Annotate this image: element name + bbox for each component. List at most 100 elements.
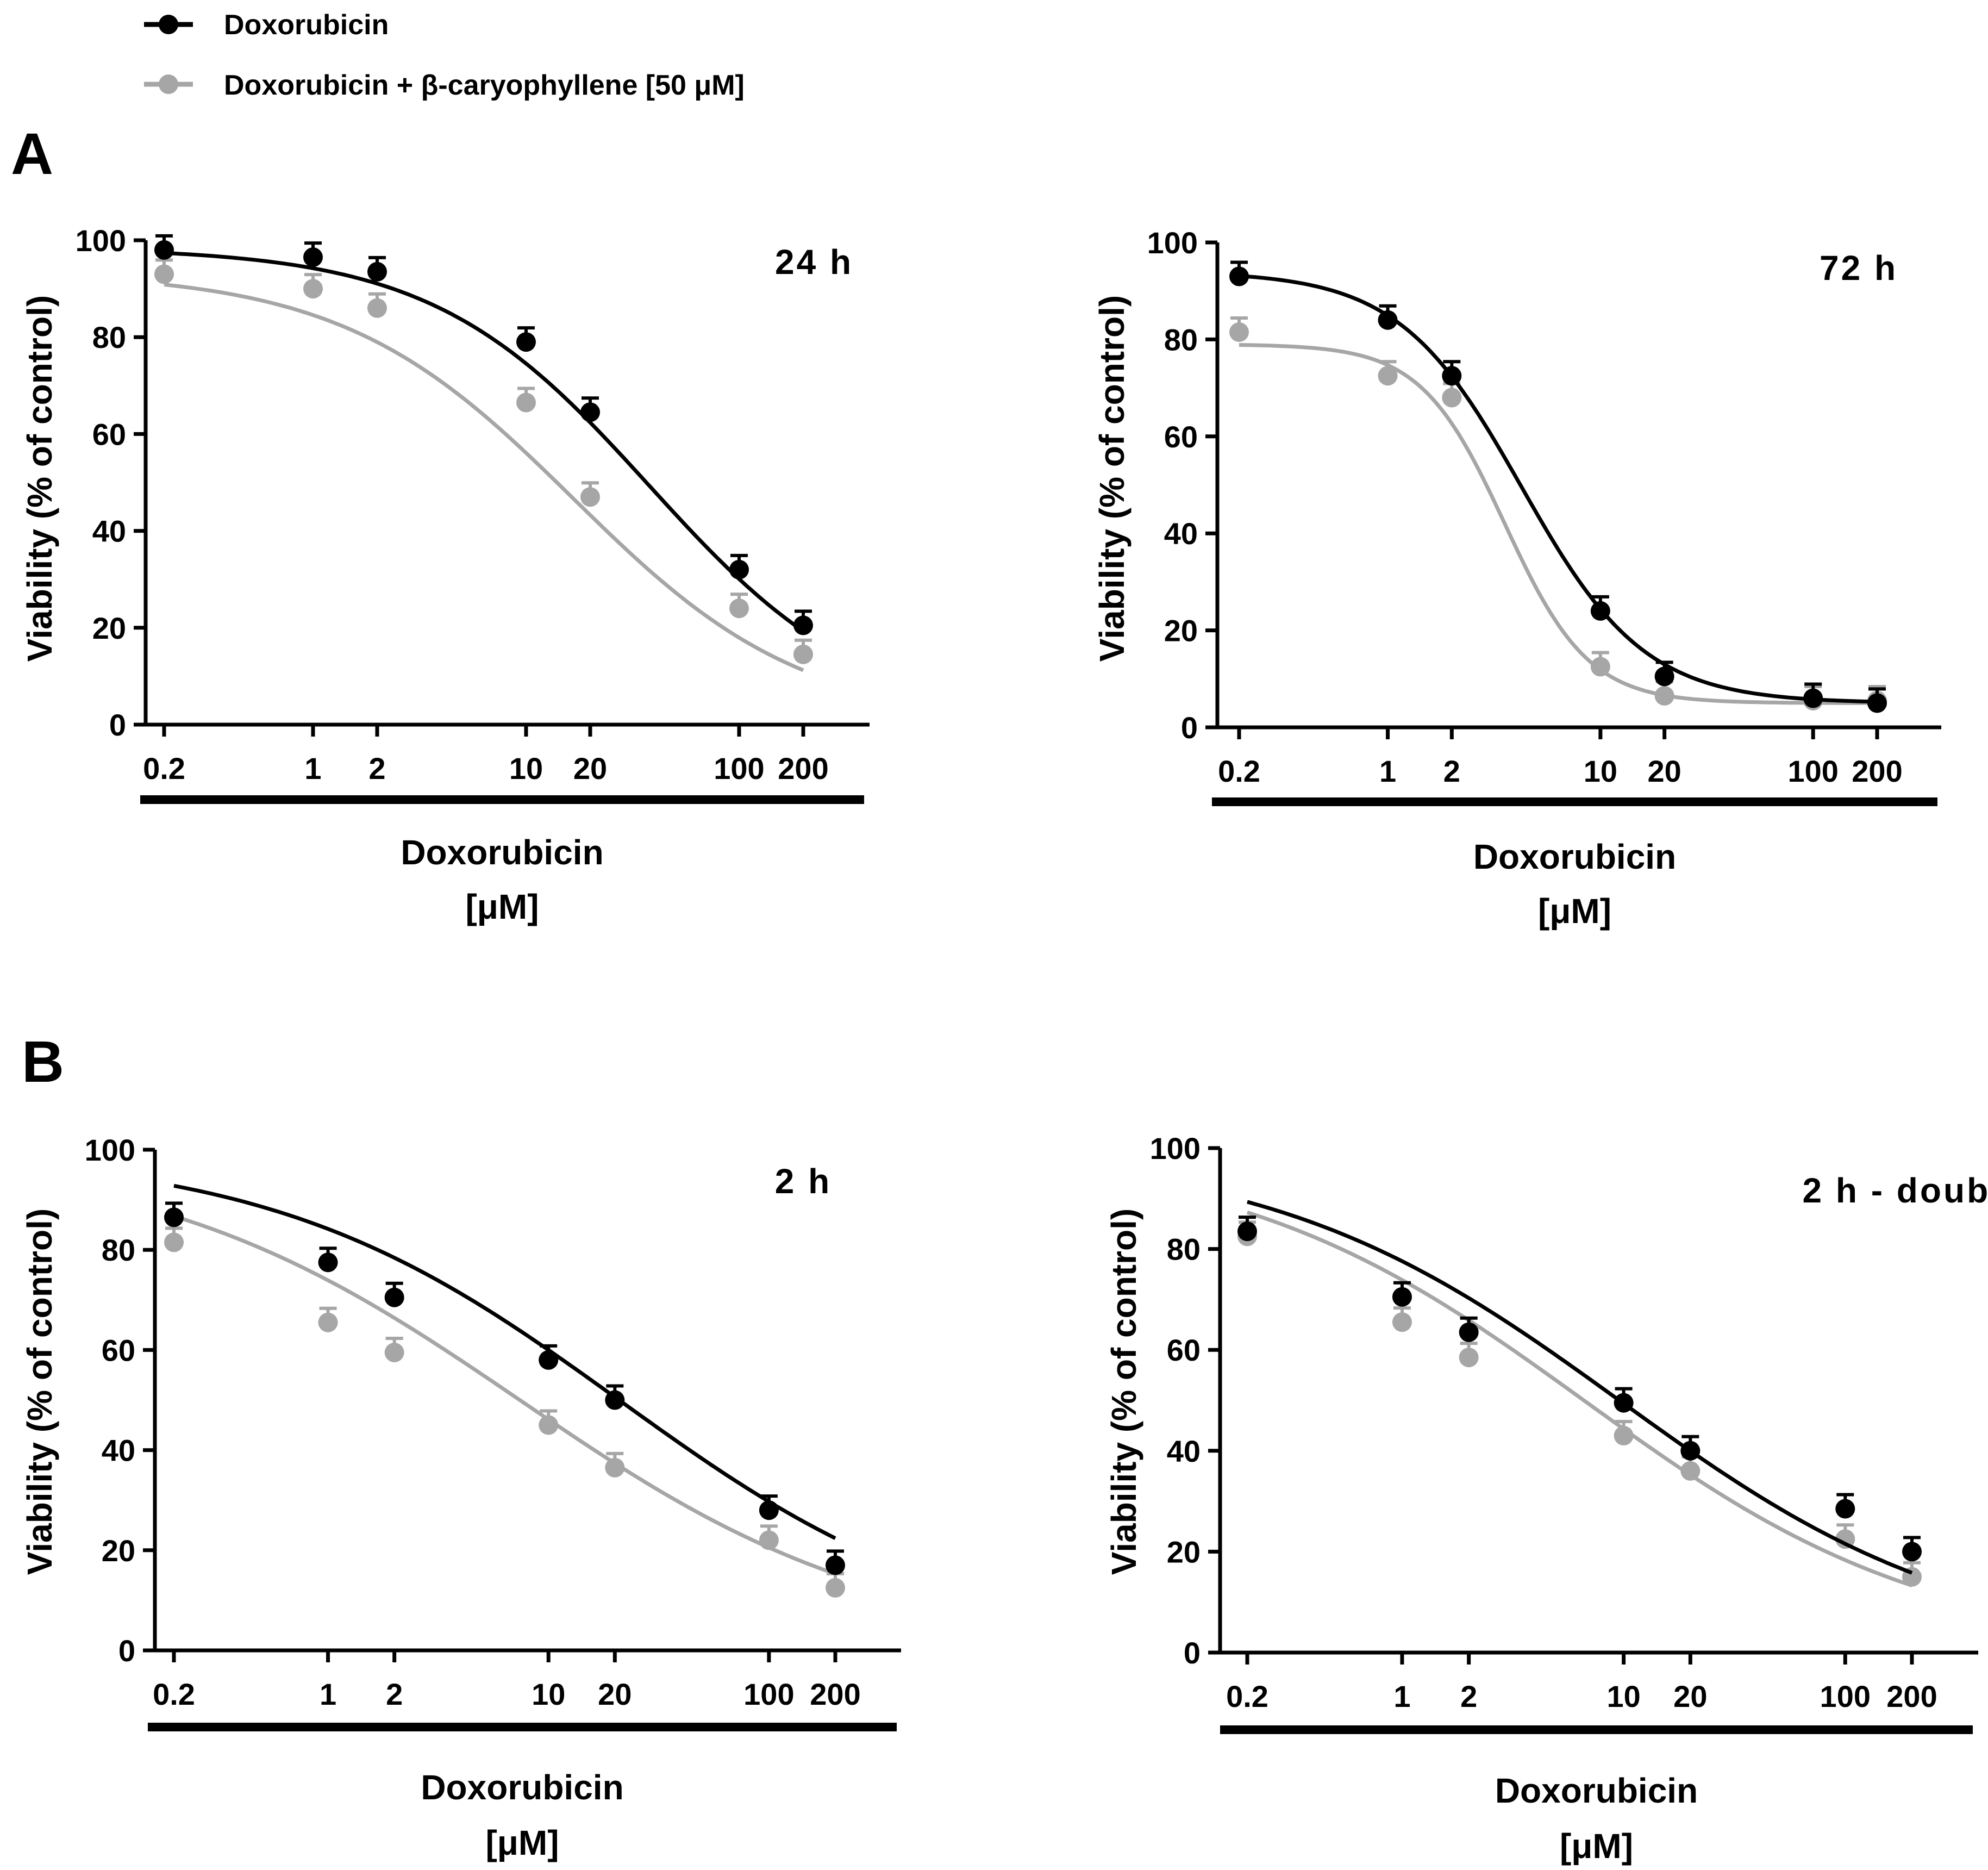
x-tick-label: 200 bbox=[778, 751, 828, 786]
data-point bbox=[1442, 388, 1462, 408]
data-point bbox=[164, 1207, 184, 1227]
y-axis-label: Viability (% of control) bbox=[1104, 1208, 1143, 1575]
data-point bbox=[1614, 1393, 1634, 1413]
x-axis-label: Doxorubicin bbox=[401, 833, 603, 872]
legend: Doxorubicin Doxorubicin + β-caryophyllen… bbox=[144, 9, 745, 101]
x-tick-label: 10 bbox=[509, 751, 543, 786]
x-tick-label: 0.2 bbox=[1226, 1679, 1268, 1713]
legend-label-combination: Doxorubicin + β-caryophyllene [50 μM] bbox=[224, 70, 745, 101]
x-tick-label: 10 bbox=[1606, 1679, 1640, 1713]
y-axis-label: Viability (% of control) bbox=[1092, 295, 1131, 662]
data-point bbox=[1459, 1322, 1479, 1342]
y-tick-label: 40 bbox=[102, 1433, 135, 1468]
data-point bbox=[1680, 1461, 1701, 1481]
x-tick-label: 20 bbox=[573, 751, 607, 786]
data-point bbox=[793, 644, 813, 664]
y-tick-label: 20 bbox=[1167, 1535, 1201, 1569]
series-doxorubicin bbox=[164, 1183, 845, 1575]
x-tick-label: 1 bbox=[1379, 754, 1396, 788]
y-tick-label: 60 bbox=[92, 417, 126, 451]
data-point bbox=[1614, 1425, 1634, 1445]
y-tick-label: 0 bbox=[118, 1634, 135, 1668]
y-tick-label: 40 bbox=[92, 514, 126, 548]
x-tick-label: 100 bbox=[1820, 1679, 1871, 1713]
x-tick-label: 2 bbox=[1460, 1679, 1477, 1713]
data-point bbox=[1237, 1221, 1257, 1242]
x-tick-label: 20 bbox=[1648, 754, 1681, 788]
data-point bbox=[793, 615, 813, 635]
chart-subtitle: 2 h - double bbox=[1802, 1171, 1988, 1210]
x-axis-label: Doxorubicin bbox=[1495, 1771, 1698, 1810]
x-tick-label: 2 bbox=[1443, 754, 1460, 788]
x-tick-label: 200 bbox=[1852, 754, 1902, 788]
data-point bbox=[1654, 686, 1674, 706]
y-tick-label: 0 bbox=[1181, 710, 1198, 745]
data-point bbox=[164, 1232, 184, 1252]
y-tick-label: 80 bbox=[1164, 322, 1198, 357]
data-point bbox=[1229, 266, 1249, 286]
fit-curve bbox=[164, 283, 804, 672]
data-point bbox=[154, 264, 174, 284]
legend-label-doxorubicin: Doxorubicin bbox=[224, 9, 389, 41]
x-tick-label: 100 bbox=[714, 751, 764, 786]
data-point bbox=[826, 1578, 845, 1598]
fit-curve bbox=[1247, 1200, 1913, 1575]
data-point bbox=[384, 1287, 404, 1307]
x-tick-label: 0.2 bbox=[153, 1677, 195, 1711]
data-point bbox=[367, 298, 387, 318]
data-point bbox=[580, 402, 600, 422]
data-point bbox=[826, 1555, 845, 1575]
data-point bbox=[759, 1500, 779, 1520]
x-tick-label: 20 bbox=[1673, 1679, 1707, 1713]
fit-curve bbox=[1239, 274, 1878, 704]
x-axis-unit: [μM] bbox=[1560, 1827, 1633, 1866]
data-point bbox=[1867, 693, 1887, 713]
data-point bbox=[1590, 657, 1610, 677]
y-tick-label: 100 bbox=[1147, 226, 1198, 260]
chart-subtitle: 2 h bbox=[775, 1162, 832, 1201]
x-tick-label: 10 bbox=[1584, 754, 1617, 788]
panel-letter-a: A bbox=[11, 121, 53, 186]
data-point bbox=[1680, 1441, 1701, 1461]
chart-24h: 0 20 40 60 80 100 0.2 1 2 10 20 100 200 Doxorubicin [μ… bbox=[20, 223, 870, 926]
x-tick-label: 0.2 bbox=[1218, 754, 1260, 788]
data-point bbox=[1654, 666, 1674, 687]
data-point bbox=[384, 1343, 404, 1363]
data-point bbox=[1442, 366, 1462, 386]
data-point bbox=[1392, 1287, 1412, 1307]
y-tick-label: 60 bbox=[1167, 1333, 1201, 1367]
data-point bbox=[1378, 310, 1398, 330]
x-tick-label: 2 bbox=[368, 751, 385, 786]
y-tick-label: 100 bbox=[1150, 1131, 1201, 1165]
x-tick-label: 10 bbox=[532, 1677, 565, 1711]
fit-curve bbox=[1239, 343, 1877, 705]
data-point bbox=[303, 247, 323, 267]
y-axis-label: Viability (% of control) bbox=[20, 1208, 59, 1575]
legend-marker-doxorubicin bbox=[159, 15, 178, 34]
y-tick-label: 0 bbox=[1184, 1636, 1201, 1670]
y-tick-label: 100 bbox=[76, 223, 126, 258]
data-point bbox=[729, 599, 749, 619]
y-tick-label: 60 bbox=[102, 1333, 135, 1367]
x-tick-label: 1 bbox=[304, 751, 321, 786]
data-point bbox=[303, 279, 323, 299]
data-point bbox=[1459, 1348, 1479, 1368]
x-tick-label: 200 bbox=[810, 1677, 860, 1711]
data-point bbox=[318, 1252, 338, 1273]
data-point bbox=[154, 240, 174, 260]
chart-subtitle: 24 h bbox=[775, 242, 853, 282]
y-tick-label: 20 bbox=[102, 1534, 135, 1568]
y-tick-label: 0 bbox=[109, 708, 126, 742]
data-point bbox=[729, 559, 749, 579]
fit-curve bbox=[173, 1183, 836, 1540]
series-doxorubicin bbox=[1237, 1200, 1922, 1575]
fit-curve bbox=[173, 1214, 836, 1576]
data-point bbox=[1902, 1542, 1922, 1562]
y-tick-label: 60 bbox=[1164, 420, 1198, 454]
data-point bbox=[605, 1390, 625, 1410]
x-tick-label: 100 bbox=[1787, 754, 1838, 788]
chart-72h: 0 20 40 60 80 100 0.2 1 2 10 20 100 200 Doxorubicin [μ… bbox=[1092, 226, 1941, 931]
chart-2h: 0 20 40 60 80 100 0.2 1 2 10 20 100 200 Doxorubicin [μ… bbox=[20, 1133, 901, 1862]
